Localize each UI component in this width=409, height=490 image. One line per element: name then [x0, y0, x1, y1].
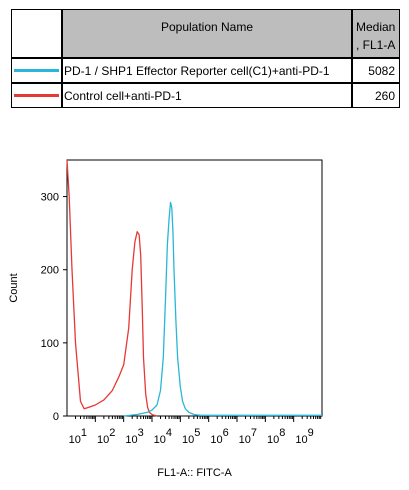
histogram-line-c1: [123, 201, 322, 417]
x-axis-label: FL1-A:: FITC-A: [157, 467, 232, 479]
population-name-header-label: Population Name: [160, 20, 254, 34]
legend-row-1-median: 5082: [368, 64, 395, 78]
x-tick-label: 10: [154, 434, 166, 446]
legend-row-1-swatch-cell: [11, 58, 62, 83]
legend-table: Population Name Median , FL1-A PD-1 / SH…: [11, 9, 406, 109]
legend-row-2-swatch-cell: [11, 83, 62, 108]
x-tick-label: 10: [295, 434, 307, 446]
x-tick-label: 10: [210, 434, 222, 446]
legend-row-2-name-cell: Control cell+anti-PD-1: [62, 83, 352, 108]
median-header: Median , FL1-A: [352, 9, 400, 58]
legend-row-2-median-cell: 260: [352, 83, 400, 108]
legend-row-1-median-cell: 5082: [352, 58, 400, 83]
x-tick-label: 10: [97, 434, 109, 446]
plot-frame: [66, 159, 323, 417]
x-tick-exponent: 2: [109, 427, 115, 439]
x-tick-exponent: 3: [138, 427, 144, 439]
legend-row-2-median: 260: [374, 89, 395, 103]
y-tick-label: 100: [41, 338, 59, 350]
x-tick-exponent: 6: [223, 427, 229, 439]
x-tick-exponent: 5: [194, 427, 200, 439]
x-tick-label: 10: [239, 434, 251, 446]
legend-row-1-name-cell: PD-1 / SHP1 Effector Reporter cell(C1)+a…: [62, 58, 352, 83]
x-tick-exponent: 8: [279, 427, 285, 439]
legend-corner-cell: [11, 9, 62, 58]
population-name-header: Population Name: [62, 9, 352, 58]
x-tick-exponent: 7: [251, 427, 257, 439]
legend-swatch-c1: [14, 69, 59, 72]
y-tick-label: 200: [41, 265, 59, 277]
x-tick-label: 10: [125, 434, 137, 446]
legend-row-2-name: Control cell+anti-PD-1: [64, 89, 182, 103]
x-tick-exponent: 4: [166, 427, 172, 439]
legend-row-1-name: PD-1 / SHP1 Effector Reporter cell(C1)+a…: [64, 64, 330, 78]
histogram-line-control: [66, 159, 158, 417]
median-header-label-line2: , FL1-A: [356, 38, 396, 52]
x-tick-label: 10: [267, 434, 279, 446]
y-tick-label: 300: [41, 192, 59, 204]
legend-swatch-control: [14, 94, 59, 97]
y-tick-label: 0: [53, 411, 59, 423]
x-tick-exponent: 9: [308, 427, 314, 439]
y-axis-label: Count: [8, 273, 20, 302]
plot-area: 0100200300101102103104105106107108109FL1…: [8, 159, 323, 479]
x-tick-label: 10: [182, 434, 194, 446]
x-tick-exponent: 1: [81, 427, 87, 439]
median-header-label-line1: Median: [356, 20, 396, 34]
x-tick-label: 10: [69, 434, 81, 446]
